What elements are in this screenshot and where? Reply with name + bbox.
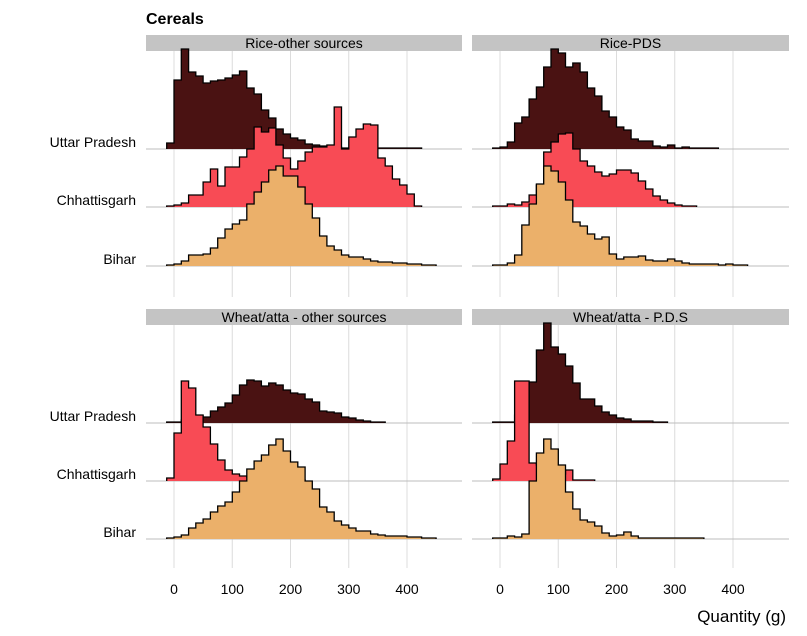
panel-wheat-atta-p-d-s: Wheat/atta - P.D.S 0 100 200 300 400 [472,309,789,597]
x-tick-label: 200 [605,581,629,597]
x-tick-label: 0 [170,581,178,597]
panel-strip [472,35,789,51]
row-label-chhattisgarh: Chhattisgarh [57,192,136,208]
ridge-fill-chhattisgarh [166,107,422,207]
x-axis-label: Quantity (g) [697,607,786,626]
x-tick-label: 300 [663,581,687,597]
panel-rice-other-sources: Rice-other sources Uttar Pradesh Chhattisg… [50,35,462,297]
chart-title: Cereals [146,11,204,28]
panel-wheat-atta-other-sources: Wheat/atta - other sources Uttar Pradesh C… [50,309,462,597]
ridge-outline-bihar [166,165,437,266]
x-tick-label: 400 [721,581,745,597]
ridge-fill-uttar-pradesh [492,323,668,423]
ridge-fill-bihar [492,166,748,266]
panel-strip-label: Rice-PDS [600,35,661,51]
panel-rice-pds: Rice-PDS [472,35,789,297]
ridge-fill-uttar-pradesh [492,49,719,149]
row-label-bihar: Bihar [103,524,136,540]
ridge-fill-bihar [166,166,437,266]
x-tick-label: 300 [337,581,361,597]
panels-layer: Rice-other sources Uttar Pradesh Chhattisg… [50,35,789,597]
ridge-outline-chhattisgarh [492,132,698,207]
panel-strip [146,309,462,325]
x-tick-label: 0 [496,581,504,597]
ridge-outline-chhattisgarh [166,106,423,207]
ridge-outline-bihar [492,438,705,539]
panel-strip-label: Rice-other sources [245,35,363,51]
x-tick-label: 100 [547,581,571,597]
row-label-uttar-pradesh: Uttar Pradesh [50,408,136,424]
ridge-outline-bihar [166,438,437,539]
row-label-bihar: Bihar [103,251,136,267]
row-label-uttar-pradesh: Uttar Pradesh [50,134,136,150]
panel-strip-label: Wheat/atta - P.D.S [573,309,688,325]
x-tick-label: 400 [395,581,419,597]
ridge-fill-chhattisgarh [166,381,306,481]
ridge-outline-bihar [492,165,749,266]
x-tick-label: 200 [279,581,303,597]
ridge-fill-uttar-pradesh [166,49,422,149]
panel-strip [146,35,462,51]
ridge-outline-uttar-pradesh [492,48,720,149]
row-label-chhattisgarh: Chhattisgarh [57,466,136,482]
panel-strip-label: Wheat/atta - other sources [222,309,387,325]
x-tick-label: 100 [221,581,245,597]
panel-strip [472,309,789,325]
ridge-fill-bihar [166,439,437,539]
ridge-fill-chhattisgarh [492,381,595,481]
ridge-fill-bihar [492,439,704,539]
